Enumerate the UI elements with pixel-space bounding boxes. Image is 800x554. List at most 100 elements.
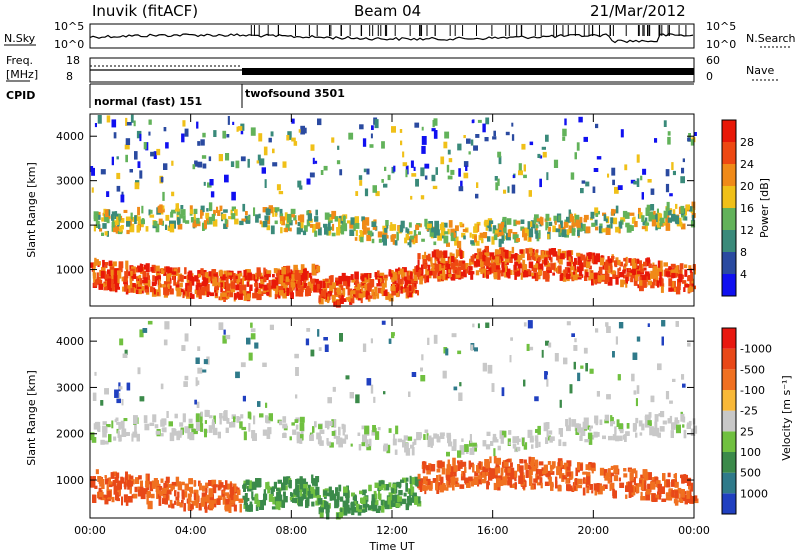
heatmap-cell	[134, 486, 138, 493]
heatmap-cell	[405, 233, 409, 240]
heatmap-cell	[169, 499, 173, 508]
heatmap-cell	[430, 257, 433, 264]
heatmap-cell	[623, 265, 627, 270]
heatmap-cell	[206, 218, 209, 224]
heatmap-cell	[193, 220, 198, 226]
heatmap-cell	[381, 141, 385, 149]
heatmap-cell	[402, 477, 407, 483]
heatmap-cell	[411, 372, 417, 377]
heatmap-cell	[208, 156, 212, 162]
heatmap-cell	[126, 229, 130, 235]
heatmap-cell	[563, 462, 569, 470]
heatmap-cell	[208, 425, 213, 433]
heatmap-cell	[231, 191, 236, 201]
heatmap-cell	[422, 258, 428, 266]
heatmap-cell	[250, 333, 256, 340]
heatmap-cell	[668, 208, 673, 212]
heatmap-cell	[545, 422, 550, 430]
heatmap-cell	[589, 427, 592, 432]
heatmap-cell	[358, 444, 362, 451]
heatmap-cell	[126, 382, 131, 391]
heatmap-cell	[235, 160, 240, 169]
heatmap-cell	[260, 291, 264, 296]
heatmap-cell	[670, 430, 674, 438]
heatmap-cell	[228, 216, 233, 220]
heatmap-cell	[679, 264, 682, 274]
heatmap-cell	[688, 485, 691, 490]
heatmap-cell	[364, 188, 369, 197]
heatmap-cell	[424, 163, 430, 169]
heatmap-cell	[492, 136, 497, 140]
heatmap-cell	[641, 423, 645, 431]
heatmap-cell	[519, 465, 524, 473]
heatmap-cell	[629, 225, 634, 231]
heatmap-cell	[492, 225, 497, 230]
heatmap-cell	[482, 272, 485, 278]
heatmap-cell	[665, 223, 671, 231]
heatmap-cell	[195, 221, 201, 227]
heatmap-cell	[417, 253, 421, 260]
heatmap-cell	[688, 287, 694, 291]
heatmap-cell	[623, 473, 626, 477]
heatmap-cell	[511, 184, 516, 194]
heatmap-cell	[290, 282, 296, 288]
heatmap-cell	[659, 271, 662, 279]
heatmap-cell	[294, 353, 299, 359]
heatmap-cell	[118, 436, 122, 442]
heatmap-cell	[105, 478, 110, 485]
heatmap-cell	[547, 233, 550, 240]
heatmap-cell	[648, 259, 651, 265]
heatmap-cell	[282, 161, 287, 168]
heatmap-cell	[208, 274, 213, 281]
heatmap-cell	[693, 132, 697, 136]
heatmap-cell	[639, 280, 643, 286]
heatmap-cell	[101, 217, 106, 222]
heatmap-cell	[437, 250, 443, 259]
heatmap-cell	[93, 423, 99, 430]
heatmap-cell	[362, 489, 366, 496]
heatmap-cell	[226, 494, 231, 498]
heatmap-cell	[451, 446, 457, 451]
heatmap-cell	[662, 473, 666, 481]
heatmap-cell	[404, 276, 407, 282]
heatmap-cell	[662, 420, 667, 425]
heatmap-cell	[399, 268, 404, 273]
heatmap-cell	[576, 424, 580, 433]
heatmap-cell	[541, 146, 546, 150]
heatmap-cell	[419, 484, 423, 492]
heatmap-cell	[476, 182, 479, 188]
heatmap-cell	[569, 256, 573, 265]
heatmap-cell	[193, 208, 198, 214]
heatmap-cell	[506, 474, 510, 479]
heatmap-cell	[461, 438, 464, 442]
heatmap-cell	[296, 227, 301, 235]
heatmap-cell	[443, 222, 448, 228]
heatmap-cell	[96, 261, 101, 266]
heatmap-cell	[583, 218, 588, 223]
heatmap-cell	[369, 279, 375, 287]
heatmap-cell	[329, 421, 333, 426]
heatmap-cell	[300, 489, 303, 497]
heatmap-cell	[487, 364, 493, 374]
heatmap-cell	[264, 269, 268, 274]
heatmap-cell	[448, 273, 452, 277]
heatmap-cell	[535, 429, 538, 433]
heatmap-cell	[613, 475, 619, 482]
heatmap-cell	[204, 420, 207, 424]
heatmap-cell	[355, 279, 359, 286]
heatmap-cell	[375, 431, 380, 440]
heatmap-cell	[448, 258, 452, 267]
heatmap-cell	[518, 170, 523, 176]
heatmap-cell	[439, 484, 444, 493]
heatmap-cell	[402, 267, 407, 273]
heatmap-cell	[292, 498, 297, 503]
heatmap-cell	[520, 475, 524, 485]
heatmap-cell	[500, 435, 504, 444]
heatmap-cell	[458, 186, 464, 192]
heatmap-cell	[545, 340, 550, 346]
heatmap-cell	[407, 242, 410, 246]
heatmap-cell	[411, 447, 415, 456]
heatmap-cell	[474, 253, 478, 259]
heatmap-cell	[663, 210, 667, 219]
heatmap-cell	[336, 512, 340, 519]
